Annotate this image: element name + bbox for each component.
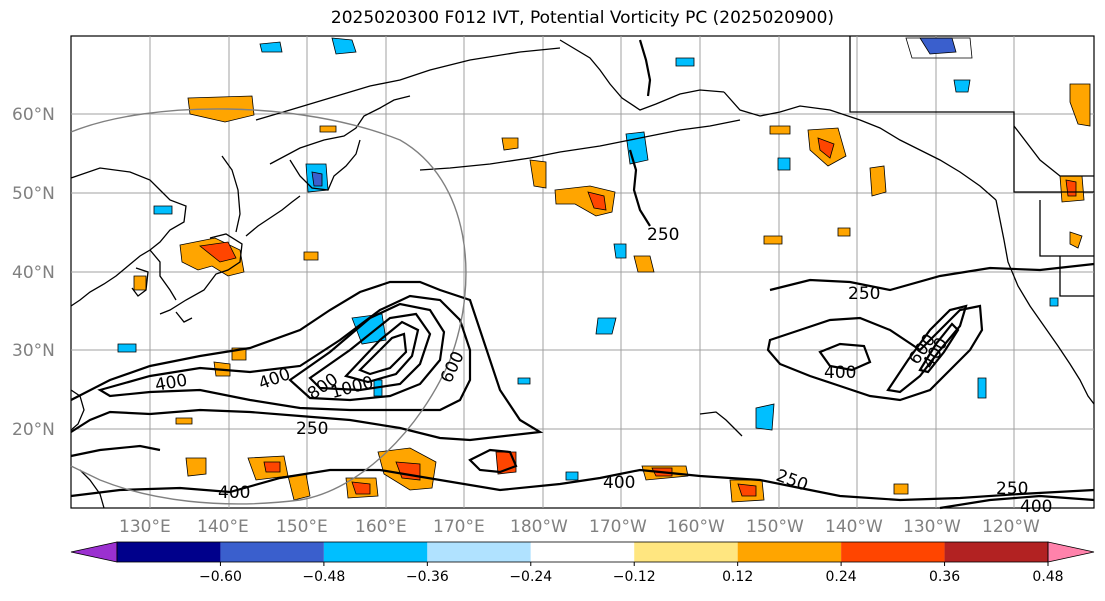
colorbar-tick-label: 0.12	[722, 569, 753, 585]
colorbar-segment	[841, 542, 945, 562]
lon-label: 130°E	[119, 517, 171, 537]
lat-label: 20°N	[12, 420, 55, 440]
colorbar-segment	[323, 542, 428, 562]
colorbar: −0.60 −0.48 −0.36 −0.24 −0.12 0.12 0.24 0.36 0.4…	[70, 541, 1095, 585]
map-panel: 400 400 800 1000 600 250 400 250 400 600…	[70, 35, 1095, 517]
colorbar-tick-label: −0.36	[406, 569, 449, 585]
colorbar-segment	[944, 542, 1048, 562]
colorbar-tick-label: −0.60	[199, 569, 242, 585]
colorbar-segment	[117, 542, 221, 562]
ivt-contour-labels: 400 400 800 1000 600 250 400 250 400 600…	[154, 225, 1053, 517]
pv-positive-shading	[133, 83, 1091, 503]
lon-label: 130°W	[903, 517, 961, 537]
lon-label: 150°W	[746, 517, 804, 537]
colorbar-tick-label: 0.24	[826, 569, 857, 585]
lat-label: 30°N	[12, 341, 55, 361]
colorbar-tick-label: −0.24	[509, 569, 552, 585]
colorbar-tick-label: −0.12	[613, 569, 656, 585]
colorbar-tick-label: 0.36	[929, 569, 960, 585]
colorbar-tick-label: 0.48	[1032, 569, 1063, 585]
range-circle	[70, 108, 467, 505]
lon-label: 180°W	[510, 517, 568, 537]
lon-label: 160°E	[355, 517, 407, 537]
lat-label: 40°N	[12, 263, 55, 283]
pv-negative-shading	[117, 37, 1059, 481]
lon-label: 120°W	[982, 517, 1040, 537]
lon-label: 140°E	[197, 517, 249, 537]
contour-label: 400	[824, 363, 856, 383]
contour-label: 250	[996, 479, 1028, 499]
longitude-labels: 130°E 140°E 150°E 160°E 170°E 180°W 170°…	[119, 517, 1040, 537]
colorbar-segment	[427, 542, 531, 562]
latitude-labels: 60°N 50°N 40°N 30°N 20°N	[12, 105, 55, 440]
coastlines	[70, 36, 1095, 509]
lon-label: 140°W	[825, 517, 883, 537]
contour-label: 250	[848, 284, 880, 304]
lat-label: 60°N	[12, 105, 55, 125]
contour-label: 250	[647, 225, 679, 245]
colorbar-segment	[530, 542, 635, 562]
contour-label: 400	[218, 483, 250, 503]
ivt-contours	[70, 39, 1095, 510]
colorbar-segment	[220, 542, 324, 562]
contour-label: 400	[603, 473, 635, 493]
lon-label: 150°E	[276, 517, 328, 537]
colorbar-extend-high	[1047, 541, 1095, 563]
lon-label: 170°E	[433, 517, 485, 537]
colorbar-segment	[634, 542, 738, 562]
lat-label: 50°N	[12, 184, 55, 204]
contour-label: 400	[1020, 497, 1052, 517]
lon-label: 160°W	[667, 517, 725, 537]
colorbar-extend-low	[70, 541, 118, 563]
colorbar-segment	[737, 542, 842, 562]
colorbar-tick-label: −0.48	[302, 569, 345, 585]
contour-label: 250	[296, 419, 328, 439]
chart-title: 2025020300 F012 IVT, Potential Vorticity…	[330, 8, 835, 28]
lon-label: 170°W	[589, 517, 647, 537]
colorbar-border	[116, 541, 1049, 563]
